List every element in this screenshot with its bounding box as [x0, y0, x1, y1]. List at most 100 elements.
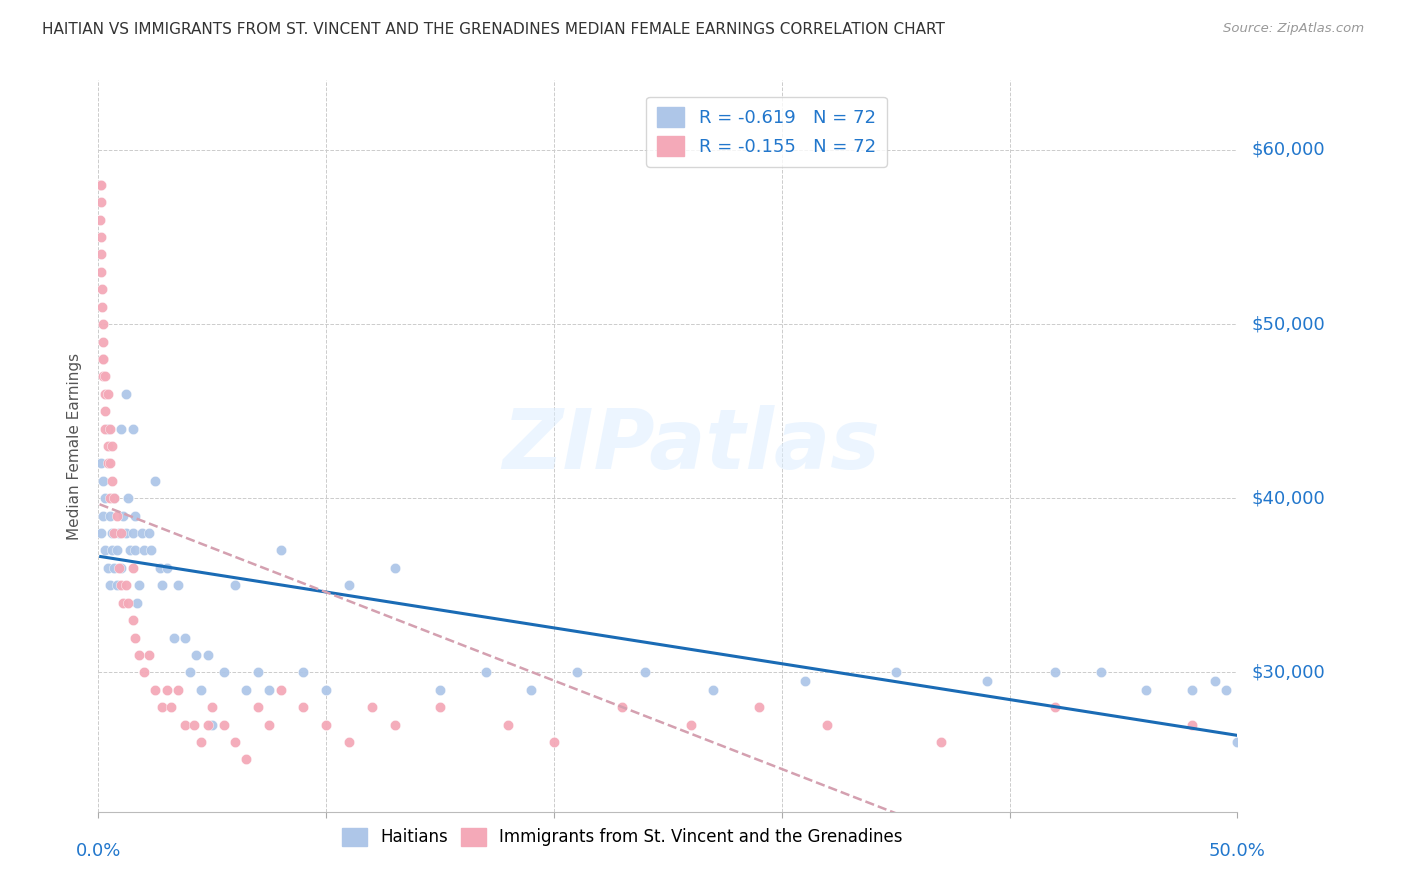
Point: [212, 717, 235, 731]
Point: [224, 578, 246, 592]
Point: [1181, 682, 1204, 697]
Point: [145, 474, 167, 488]
Point: [132, 665, 155, 680]
Point: [174, 717, 197, 731]
Point: [224, 735, 246, 749]
Point: [315, 682, 337, 697]
Point: [884, 665, 907, 680]
Point: [520, 682, 543, 697]
Point: [96, 386, 118, 401]
Point: [259, 717, 281, 731]
Point: [815, 717, 838, 731]
Point: [197, 648, 219, 662]
Point: [1135, 682, 1157, 697]
Point: [1215, 682, 1237, 697]
Text: $60,000: $60,000: [1251, 141, 1324, 159]
Point: [103, 491, 125, 506]
Point: [121, 526, 143, 541]
Point: [179, 665, 201, 680]
Point: [429, 682, 451, 697]
Point: [114, 578, 136, 592]
Point: [98, 421, 121, 435]
Point: [90, 265, 112, 279]
Point: [162, 631, 184, 645]
Point: [139, 543, 162, 558]
Point: [98, 457, 121, 471]
Point: [197, 717, 219, 731]
Point: [117, 596, 139, 610]
Point: [96, 561, 118, 575]
Point: [679, 717, 702, 731]
Point: [117, 491, 139, 506]
Point: [160, 700, 183, 714]
Point: [110, 421, 132, 435]
Point: [474, 665, 496, 680]
Point: [634, 665, 657, 680]
Text: 50.0%: 50.0%: [1209, 842, 1265, 860]
Point: [91, 369, 114, 384]
Point: [110, 561, 132, 575]
Point: [190, 735, 212, 749]
Text: HAITIAN VS IMMIGRANTS FROM ST. VINCENT AND THE GRENADINES MEDIAN FEMALE EARNINGS: HAITIAN VS IMMIGRANTS FROM ST. VINCENT A…: [42, 22, 945, 37]
Point: [246, 665, 269, 680]
Point: [149, 561, 172, 575]
Point: [612, 700, 634, 714]
Point: [112, 596, 135, 610]
Point: [110, 526, 132, 541]
Point: [429, 700, 451, 714]
Point: [132, 543, 155, 558]
Point: [94, 491, 117, 506]
Point: [90, 457, 112, 471]
Point: [1043, 665, 1066, 680]
Point: [90, 526, 112, 541]
Point: [174, 631, 197, 645]
Point: [120, 543, 142, 558]
Point: [292, 665, 315, 680]
Point: [91, 351, 114, 366]
Text: Source: ZipAtlas.com: Source: ZipAtlas.com: [1223, 22, 1364, 36]
Point: [186, 648, 208, 662]
Point: [156, 682, 179, 697]
Point: [105, 508, 128, 523]
Text: ZIPatlas: ZIPatlas: [502, 406, 880, 486]
Point: [89, 178, 111, 192]
Point: [105, 543, 128, 558]
Point: [315, 717, 337, 731]
Point: [124, 631, 146, 645]
Point: [270, 682, 292, 697]
Point: [96, 421, 118, 435]
Point: [94, 386, 117, 401]
Point: [270, 543, 292, 558]
Text: 0.0%: 0.0%: [76, 842, 121, 860]
Point: [145, 682, 167, 697]
Point: [96, 439, 118, 453]
Point: [235, 682, 257, 697]
Point: [150, 700, 173, 714]
Point: [101, 439, 124, 453]
Point: [90, 178, 112, 192]
Point: [121, 421, 143, 435]
Point: [103, 491, 125, 506]
Point: [127, 596, 149, 610]
Point: [91, 474, 114, 488]
Point: [337, 578, 360, 592]
Point: [156, 561, 179, 575]
Point: [124, 508, 146, 523]
Point: [212, 665, 235, 680]
Point: [1226, 735, 1249, 749]
Point: [337, 735, 360, 749]
Point: [259, 682, 281, 697]
Point: [167, 578, 190, 592]
Legend: Haitians, Immigrants from St. Vincent and the Grenadines: Haitians, Immigrants from St. Vincent an…: [335, 822, 910, 853]
Point: [112, 508, 135, 523]
Point: [108, 561, 131, 575]
Point: [98, 491, 121, 506]
Point: [91, 317, 114, 331]
Point: [110, 578, 132, 592]
Point: [90, 195, 112, 210]
Point: [103, 526, 125, 541]
Text: $40,000: $40,000: [1251, 489, 1324, 508]
Point: [384, 717, 406, 731]
Point: [124, 543, 146, 558]
Point: [91, 300, 114, 314]
